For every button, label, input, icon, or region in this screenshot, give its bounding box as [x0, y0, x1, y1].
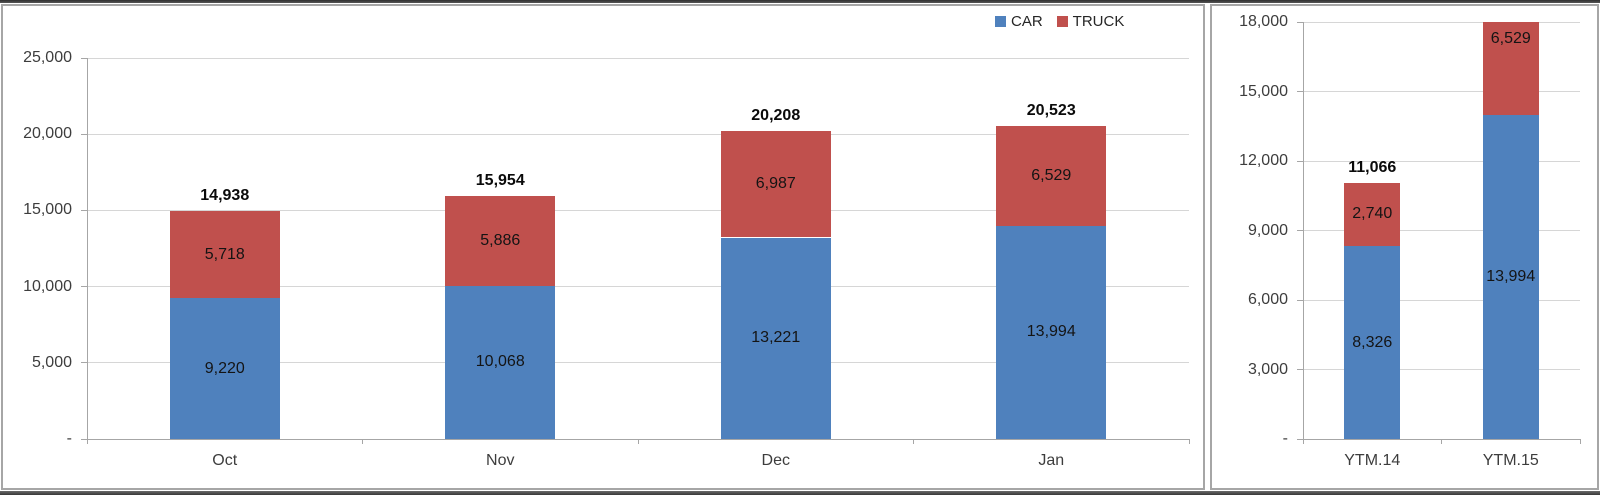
data-label-truck: 6,529 [1490, 30, 1531, 48]
x-axis-tick [86, 439, 88, 444]
total-label: 20,208 [751, 107, 801, 125]
x-axis-label: Oct [212, 452, 238, 469]
data-label-car: 13,221 [751, 329, 801, 347]
y-axis-tick [1297, 91, 1303, 92]
total-label: 14,938 [200, 187, 250, 205]
legend-item-truck[interactable]: TRUCK [1056, 13, 1125, 30]
bar-segment-car[interactable] [720, 237, 831, 439]
y-axis-tick [81, 362, 87, 364]
monthly-chart-plot-area: - 5,000 10,000 15,000 20,000 25,000 9,220 5,718… [3, 6, 1203, 488]
x-axis-label: Jan [1038, 452, 1065, 469]
y-axis-label: 15,000 [23, 201, 72, 219]
legend-label-truck: TRUCK [1072, 13, 1125, 30]
data-label-car: 13,994 [1486, 267, 1536, 285]
gridline [1303, 369, 1580, 370]
x-axis-label: Dec [761, 452, 790, 469]
bottom-edge-strip [0, 491, 1600, 495]
y-axis-label: 3,000 [1247, 360, 1288, 378]
legend-item-car[interactable]: CAR [995, 13, 1043, 30]
y-axis-tick [81, 133, 87, 135]
y-axis-tick [1297, 299, 1303, 301]
x-axis-label: YTM.15 [1482, 452, 1539, 469]
x-axis-tick [1441, 439, 1442, 444]
y-axis-tick [1297, 160, 1303, 162]
bar-segment-truck[interactable] [169, 211, 280, 299]
gridline [1303, 21, 1580, 23]
total-label: 20,523 [1026, 102, 1076, 120]
gridline [1303, 230, 1580, 231]
gridline [1303, 91, 1580, 92]
data-label-car: 13,994 [1026, 323, 1076, 341]
x-axis-tick [1302, 439, 1304, 444]
bar-segment-car[interactable] [1344, 246, 1401, 439]
y-axis-tick [81, 57, 87, 59]
y-axis-tick [1297, 369, 1303, 370]
bar-segment-car[interactable] [445, 285, 556, 439]
truck-swatch-icon [1056, 16, 1068, 27]
x-axis-tick [1188, 439, 1190, 444]
x-axis-tick [1579, 439, 1581, 444]
x-axis-tick [913, 439, 914, 444]
data-label-truck: 5,718 [204, 245, 245, 263]
x-axis-label: Nov [486, 452, 515, 469]
y-axis-tick [81, 209, 87, 211]
y-axis-label: 6,000 [1247, 291, 1288, 308]
legend-label-car: CAR [1011, 13, 1043, 30]
gridline [87, 57, 1189, 59]
y-axis-tick [81, 286, 87, 288]
data-label-truck: 5,886 [480, 231, 521, 249]
data-label-truck: 6,529 [1031, 166, 1072, 184]
ytm-stacked-bar-chart-panel[interactable]: - 3,000 6,000 9,000 12,000 15,000 18,000 8,326 2… [1210, 4, 1599, 490]
x-axis-tick [362, 439, 363, 444]
y-axis-label: 5,000 [31, 353, 72, 371]
data-label-car: 9,220 [204, 359, 245, 377]
y-axis-label: 18,000 [1239, 13, 1288, 30]
bar-segment-car[interactable] [1482, 114, 1539, 439]
bar-segment-truck[interactable] [720, 131, 831, 238]
y-axis-label: 15,000 [1239, 82, 1288, 100]
gridline [87, 362, 1189, 364]
top-edge-strip [0, 0, 1600, 3]
y-axis-label: 25,000 [23, 49, 72, 66]
bar-segment-truck[interactable] [1344, 182, 1401, 247]
data-label-truck: 6,987 [755, 175, 796, 193]
data-label-car: 8,326 [1352, 333, 1393, 351]
y-axis-label: - [1282, 430, 1288, 447]
gridline [1303, 160, 1580, 162]
gridline [1303, 299, 1580, 301]
y-axis-label: 9,000 [1247, 221, 1288, 239]
gridline [87, 133, 1189, 135]
bar-segment-truck[interactable] [445, 195, 556, 286]
x-axis-label: YTM.14 [1344, 452, 1401, 469]
data-label-truck: 2,740 [1352, 205, 1393, 223]
y-axis-tick [1297, 438, 1303, 440]
y-axis-label: 12,000 [1239, 152, 1288, 169]
total-label: 15,954 [475, 171, 525, 189]
y-axis-label: 10,000 [23, 277, 72, 295]
y-axis-line [1302, 22, 1304, 439]
x-axis-tick [637, 439, 639, 444]
y-axis-line [86, 58, 88, 439]
y-axis-tick [81, 438, 87, 440]
gridline [87, 209, 1189, 211]
data-label-car: 10,068 [475, 353, 525, 371]
bar-segment-truck[interactable] [1482, 22, 1539, 115]
monthly-stacked-bar-chart-panel[interactable]: CAR TRUCK - 5,000 10,000 15,000 20,000 25,000… [1, 4, 1205, 490]
y-axis-tick [1297, 230, 1303, 231]
total-label: 11,066 [1348, 158, 1397, 176]
bar-segment-car[interactable] [169, 298, 280, 439]
bar-segment-truck[interactable] [996, 126, 1107, 226]
y-axis-label: - [66, 430, 72, 447]
bar-segment-car[interactable] [996, 225, 1107, 439]
car-swatch-icon [995, 16, 1006, 27]
chart-legend: CAR TRUCK [995, 13, 1124, 30]
gridline [87, 286, 1189, 288]
y-axis-label: 20,000 [23, 125, 72, 143]
ytm-chart-plot-area: - 3,000 6,000 9,000 12,000 15,000 18,000 8,326 2… [1212, 6, 1597, 488]
y-axis-tick [1297, 21, 1303, 23]
